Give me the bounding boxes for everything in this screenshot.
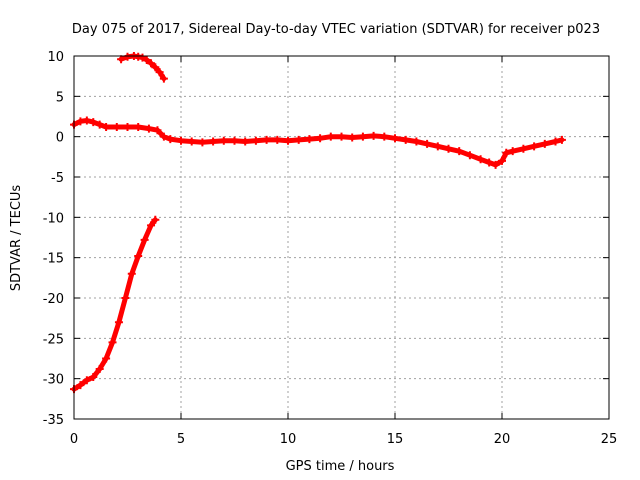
plot-frame [73, 55, 610, 420]
y-tick-label: 5 [56, 90, 64, 105]
y-tick-label: -30 [43, 373, 64, 388]
data-point [95, 364, 104, 373]
data-point [82, 116, 91, 125]
data-point [557, 135, 566, 144]
data-point [151, 63, 160, 72]
data-point [241, 137, 250, 146]
data-point [273, 135, 282, 144]
y-axis-title: SDTVAR / TECUs [9, 185, 24, 292]
x-tick-label: 20 [494, 432, 511, 447]
sdtvar-main-series [70, 116, 566, 169]
x-tick-label: 0 [70, 432, 78, 447]
data-point [251, 136, 260, 145]
sdtvar-arc-low-series [70, 215, 160, 394]
x-tick-label: 25 [601, 432, 618, 447]
data-point [348, 133, 357, 142]
data-point [433, 142, 442, 151]
y-tick-label: -10 [43, 211, 64, 226]
data-point [159, 132, 168, 141]
series-trace [71, 118, 565, 168]
data-point [117, 55, 126, 64]
data-point [198, 138, 207, 147]
data-point [147, 59, 156, 68]
data-point [134, 252, 143, 261]
y-tick-label: -15 [43, 252, 64, 267]
data-point [508, 147, 517, 156]
data-point [95, 120, 104, 129]
data-point [155, 68, 164, 77]
data-point [209, 137, 218, 146]
data-point [498, 156, 506, 165]
data-point [491, 160, 500, 169]
data-point [423, 139, 432, 148]
data-point [159, 74, 168, 83]
y-tick-label: 10 [47, 50, 64, 65]
data-point [177, 136, 185, 145]
data-point [412, 137, 421, 146]
data-point [230, 136, 239, 145]
data-point [305, 135, 314, 144]
data-point [76, 381, 85, 390]
y-tick-label: -35 [43, 413, 64, 428]
data-point [114, 318, 123, 327]
data-point [369, 131, 378, 140]
data-point [89, 373, 98, 382]
data-point [391, 134, 399, 143]
data-point [455, 147, 464, 156]
y-tick-label: -5 [51, 171, 64, 186]
data-point [551, 137, 560, 146]
grid-layer [74, 56, 609, 419]
data-point [444, 144, 453, 153]
data-point [187, 137, 196, 146]
data-point [519, 144, 528, 153]
data-point [284, 136, 292, 145]
data-point [294, 135, 303, 144]
data-point [401, 135, 410, 144]
data-point [151, 215, 160, 224]
y-tick-label: -25 [43, 332, 64, 347]
data-point [358, 132, 367, 141]
data-point [142, 56, 151, 65]
data-point [262, 135, 271, 144]
data-point [138, 53, 147, 62]
data-layer [70, 52, 566, 394]
y-tick-label: 0 [56, 131, 64, 146]
data-point [147, 221, 156, 230]
data-point [166, 135, 175, 144]
data-point [112, 122, 121, 131]
data-point [82, 376, 91, 385]
data-point [108, 338, 117, 347]
data-point [102, 354, 111, 363]
data-point [127, 269, 136, 278]
data-point [476, 155, 485, 164]
data-point [134, 122, 143, 131]
data-point [144, 124, 153, 133]
data-point [89, 118, 98, 127]
data-point [140, 235, 149, 244]
data-point [326, 132, 335, 141]
axis-layer: 0 5 10 15 20 25 10 5 0 -5 -10 -15 -20 -25 -30 -35 [43, 50, 618, 447]
data-point [380, 132, 389, 141]
data-point [316, 134, 325, 143]
x-axis-title: GPS time / hours [286, 459, 395, 474]
data-point [153, 126, 162, 135]
data-point [123, 122, 132, 131]
data-point [465, 151, 474, 160]
data-point [540, 139, 549, 148]
x-tick-label: 10 [280, 432, 297, 447]
data-point [219, 136, 228, 145]
data-point [485, 158, 494, 167]
y-tick-label: -20 [43, 292, 64, 307]
data-point [337, 132, 346, 141]
x-tick-label: 15 [387, 432, 404, 447]
data-point [502, 148, 511, 157]
chart-title: Day 075 of 2017, Sidereal Day-to-day VTE… [72, 22, 600, 37]
data-point [121, 294, 130, 302]
x-tick-label: 5 [177, 432, 185, 447]
data-point [102, 122, 111, 131]
data-point [530, 142, 539, 151]
